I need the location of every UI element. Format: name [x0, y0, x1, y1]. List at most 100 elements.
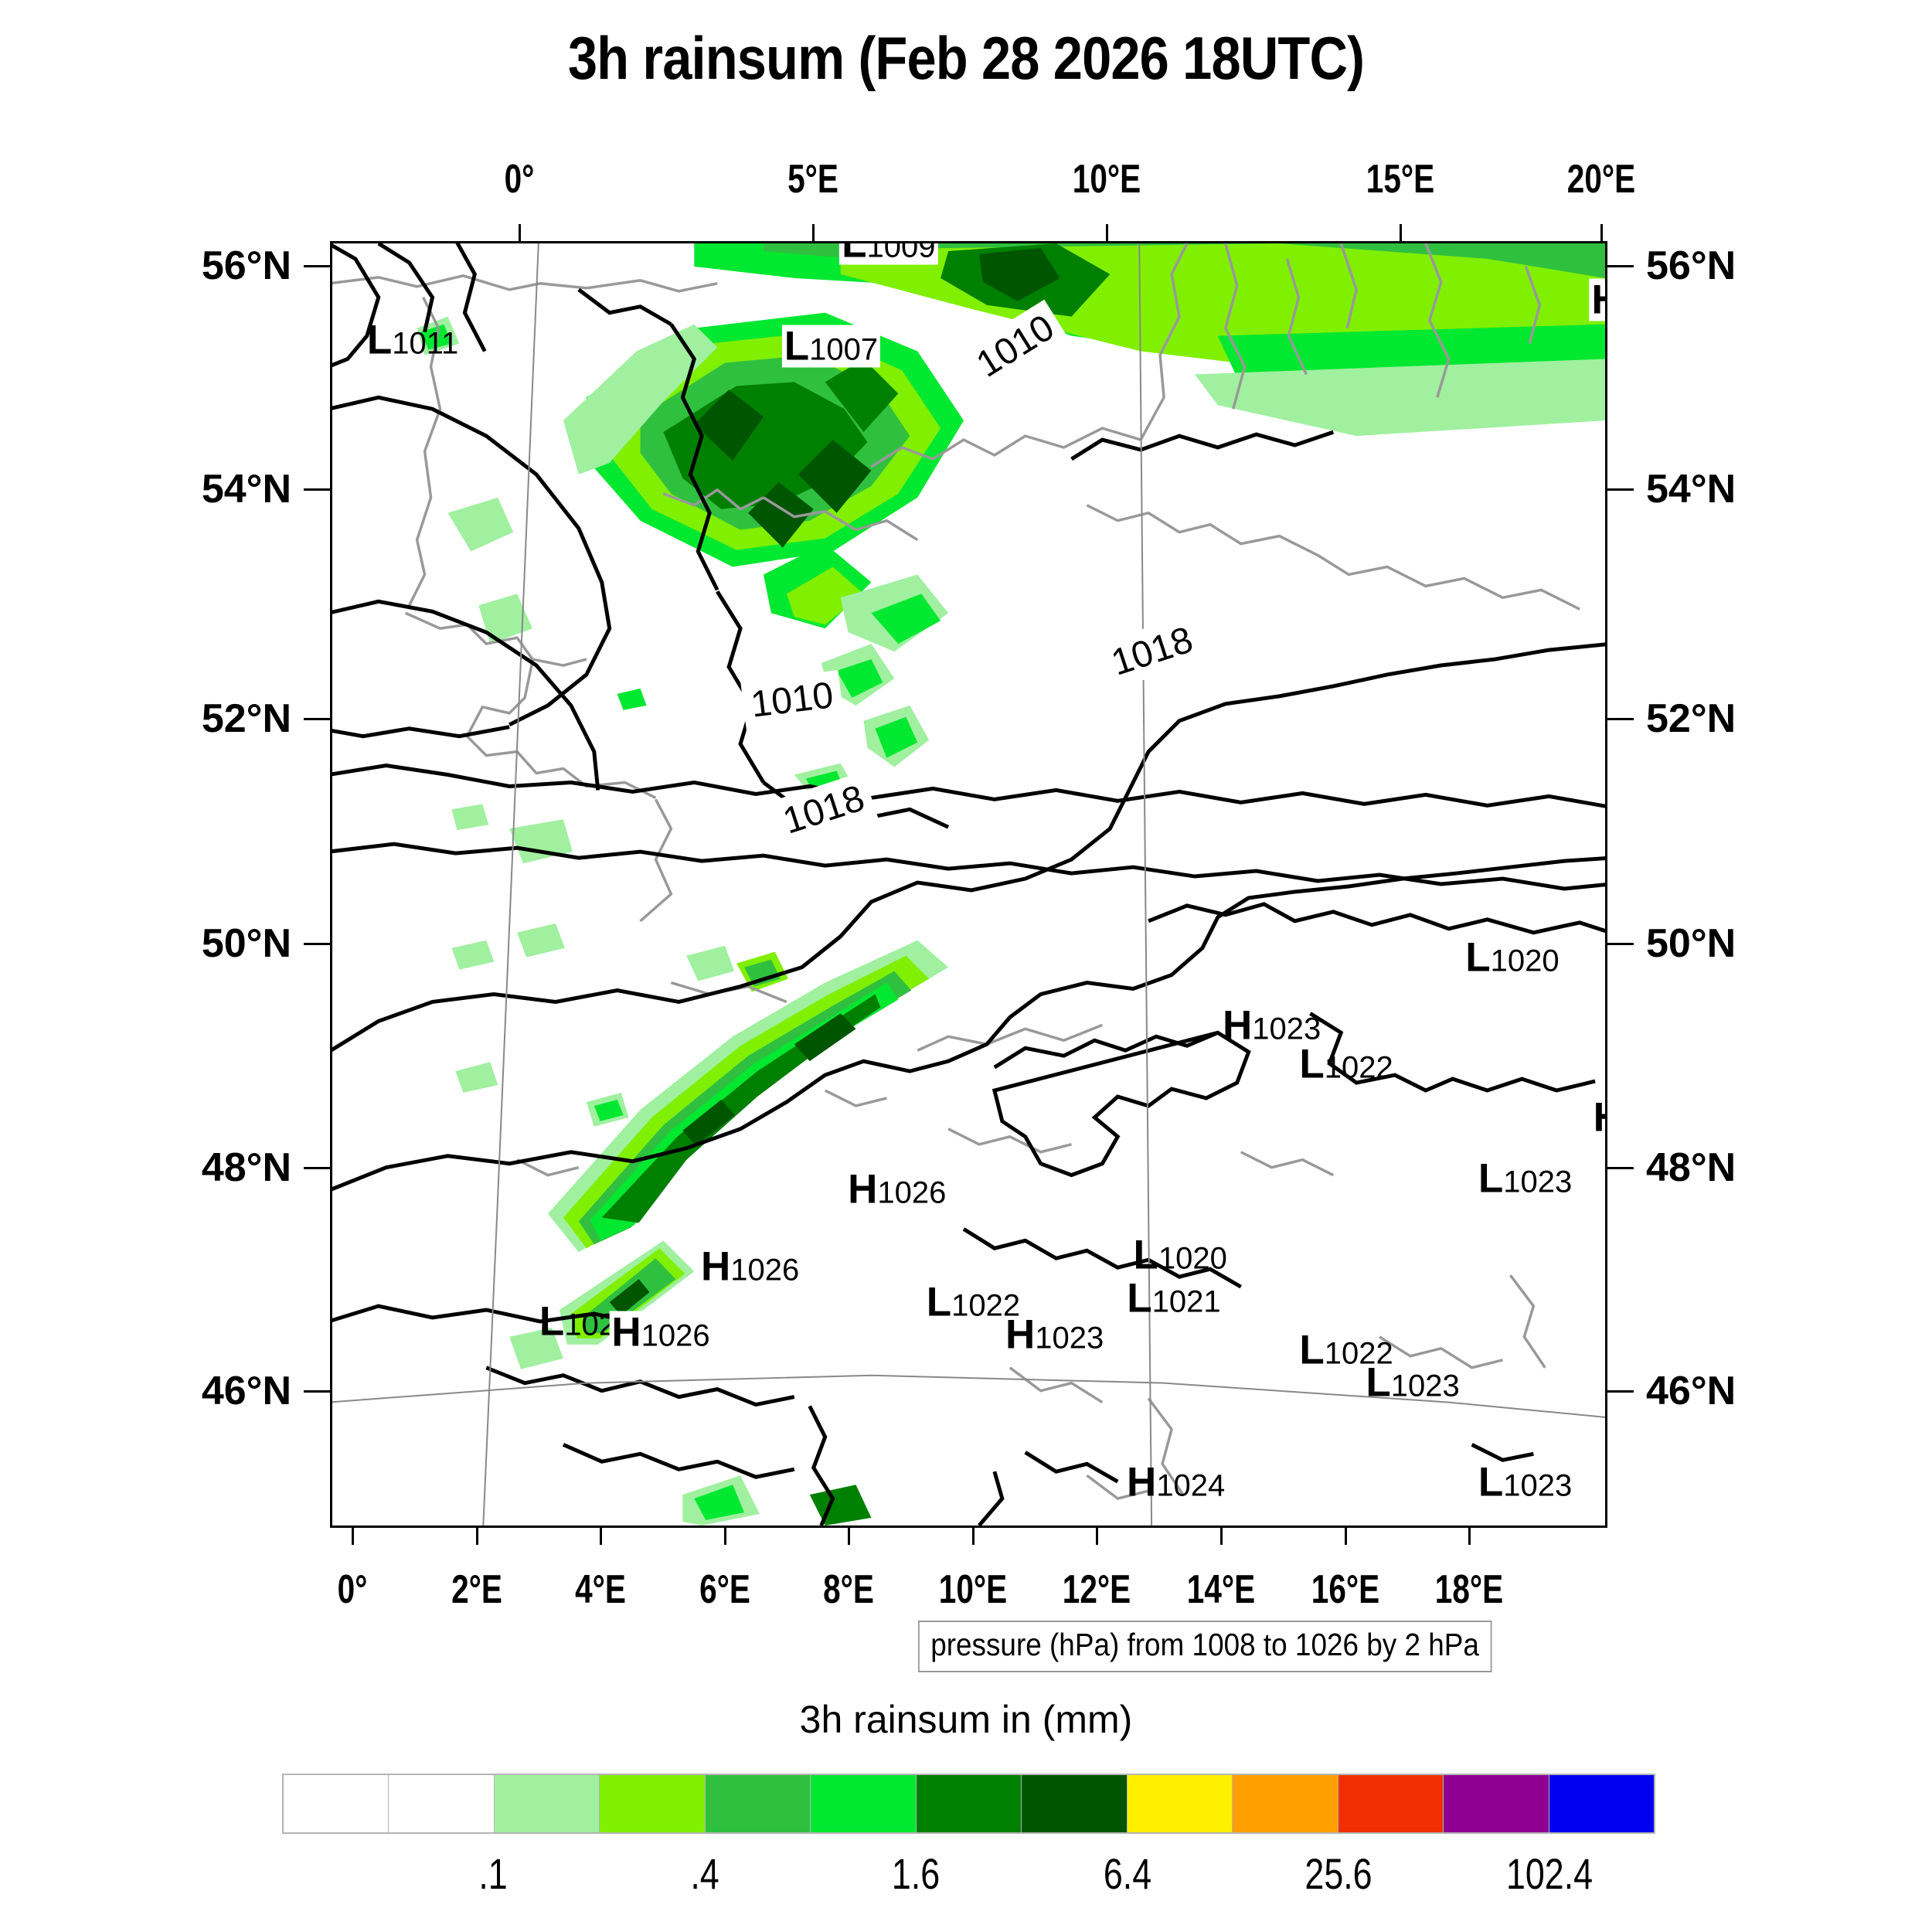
colorbar[interactable]: [282, 1774, 1655, 1834]
low-marker: L: [1299, 1041, 1325, 1087]
high-pressure-label-19: H1026: [609, 1311, 713, 1354]
lon-label-bottom-3: 6°E: [699, 1567, 750, 1612]
colorbar-cell-3[interactable]: [600, 1775, 706, 1832]
colorbar-tick-.4: .4: [690, 1849, 719, 1898]
pressure-value: 1007: [809, 332, 879, 367]
colorbar-cell-9[interactable]: [1233, 1775, 1338, 1832]
low-marker: L: [1127, 1275, 1152, 1321]
lon-label-bottom-9: 18°E: [1435, 1567, 1504, 1612]
lat-label-left-2: 52°N: [201, 696, 291, 741]
isobar-layer: [332, 243, 1605, 1526]
high-marker: H: [1127, 1459, 1157, 1505]
tick-lat-left-4: [304, 1166, 330, 1169]
lon-label-bottom-6: 12°E: [1063, 1567, 1131, 1612]
tick-lat-left-3: [304, 943, 330, 946]
map-canvas: [332, 243, 1605, 1526]
pressure-value: 1023: [1503, 1165, 1573, 1199]
colorbar-cell-6[interactable]: [916, 1775, 1022, 1832]
low-marker: L: [1299, 1327, 1325, 1373]
colorbar-cell-1[interactable]: [389, 1775, 495, 1832]
pressure-value: 1020: [1158, 1241, 1227, 1276]
precipitation-shading: [417, 243, 1605, 1526]
high-marker: H: [1591, 277, 1605, 323]
colorbar-tick-25.6: 25.6: [1304, 1849, 1372, 1898]
lon-label-top-3: 15°E: [1366, 157, 1435, 202]
colorbar-cell-12[interactable]: [1549, 1775, 1655, 1832]
high-pressure-label-9: H1023: [1223, 1005, 1321, 1046]
high-pressure-label-20: H1023: [1005, 1314, 1104, 1355]
pressure-value: 1023: [1503, 1468, 1573, 1503]
page-title: 3h rainsum (Feb 28 2026 18UTC): [567, 24, 1365, 92]
tick-lon-bottom-1: [475, 1528, 478, 1545]
tick-lon-top-4: [1600, 224, 1603, 241]
lon-label-bottom-1: 2°E: [451, 1567, 502, 1612]
tick-lat-left-0: [304, 265, 330, 268]
pressure-value: 1026: [641, 1318, 710, 1353]
low-pressure-label-2: L1007: [781, 325, 881, 368]
pressure-legend-box: pressure (hPa) from 1008 to 1026 by 2 hP…: [918, 1621, 1492, 1672]
colorbar-tick-102.4: 102.4: [1506, 1849, 1594, 1898]
lon-label-top-4: 20°E: [1566, 157, 1635, 202]
lon-label-bottom-4: 8°E: [823, 1567, 875, 1612]
pressure-value: 1024: [1156, 1468, 1226, 1503]
lat-label-left-5: 46°N: [201, 1369, 291, 1414]
lat-label-left-4: 48°N: [201, 1145, 291, 1190]
low-pressure-label-21: L1022: [1299, 1329, 1393, 1370]
colorbar-cell-0[interactable]: [284, 1775, 389, 1832]
tick-lon-bottom-5: [971, 1528, 975, 1545]
colorbar-cell-7[interactable]: [1022, 1775, 1128, 1832]
pressure-value: 1022: [1324, 1050, 1393, 1085]
tick-lat-right-1: [1607, 488, 1634, 491]
high-marker: H: [1223, 1002, 1253, 1049]
tick-lat-right-5: [1607, 1390, 1634, 1393]
pressure-value: 1020: [1490, 944, 1560, 978]
pressure-value: 1022: [951, 1288, 1021, 1323]
lon-label-top-0: 0°: [504, 157, 535, 202]
low-pressure-label-24: L1023: [1478, 1462, 1572, 1503]
low-marker: L: [1478, 1155, 1504, 1202]
colorbar-cell-8[interactable]: [1127, 1775, 1233, 1832]
pressure-value: 1026: [877, 1175, 947, 1210]
colorbar-tick-6.4: 6.4: [1103, 1849, 1151, 1898]
high-marker: H: [1005, 1311, 1036, 1358]
lon-label-bottom-2: 4°E: [575, 1567, 627, 1612]
tick-lon-top-0: [518, 224, 521, 241]
pressure-value: 1026: [730, 1253, 800, 1287]
low-pressure-label-0: L1011: [367, 319, 458, 360]
lat-label-right-4: 48°N: [1646, 1145, 1736, 1190]
lat-label-right-1: 54°N: [1646, 467, 1736, 512]
colorbar-cell-11[interactable]: [1444, 1775, 1549, 1832]
lat-label-right-3: 50°N: [1646, 921, 1736, 967]
lat-label-right-5: 46°N: [1646, 1369, 1736, 1414]
tick-lon-bottom-0: [351, 1528, 354, 1545]
tick-lon-bottom-7: [1220, 1528, 1223, 1545]
colorbar-title: 3h rainsum in (mm): [799, 1698, 1133, 1741]
low-pressure-label-17: L1021: [1127, 1278, 1220, 1319]
colorbar-cell-4[interactable]: [705, 1775, 811, 1832]
tick-lon-top-1: [811, 224, 815, 241]
low-marker: L: [539, 1298, 565, 1345]
lat-label-left-3: 50°N: [201, 921, 291, 967]
high-pressure-label-3: H: [1589, 277, 1605, 323]
low-marker: L: [842, 241, 867, 267]
lat-label-left-1: 54°N: [201, 467, 291, 512]
tick-lat-left-5: [304, 1390, 330, 1393]
pressure-value: 1011: [392, 326, 459, 361]
colorbar-cell-10[interactable]: [1338, 1775, 1444, 1832]
pressure-value: 1022: [1324, 1336, 1393, 1371]
colorbar-cell-5[interactable]: [811, 1775, 917, 1832]
tick-lat-left-1: [304, 488, 330, 491]
tick-lat-right-0: [1607, 265, 1634, 268]
tick-lat-right-3: [1607, 943, 1634, 946]
low-pressure-label-12: L1023: [1478, 1158, 1572, 1199]
high-pressure-label-15: H1026: [699, 1245, 802, 1288]
pressure-value: 1023: [1390, 1369, 1460, 1403]
map-plot-area: L1011L1009L1007H1010101010181018L1020H10…: [330, 241, 1607, 1528]
colorbar-cell-2[interactable]: [494, 1775, 600, 1832]
pressure-value: 1009: [866, 241, 936, 264]
low-marker: L: [1366, 1359, 1391, 1406]
low-marker: L: [1133, 1232, 1158, 1278]
graticule-layer: [332, 243, 1605, 1526]
high-marker: H: [848, 1166, 878, 1213]
low-pressure-label-14: L1020: [1134, 1234, 1227, 1275]
